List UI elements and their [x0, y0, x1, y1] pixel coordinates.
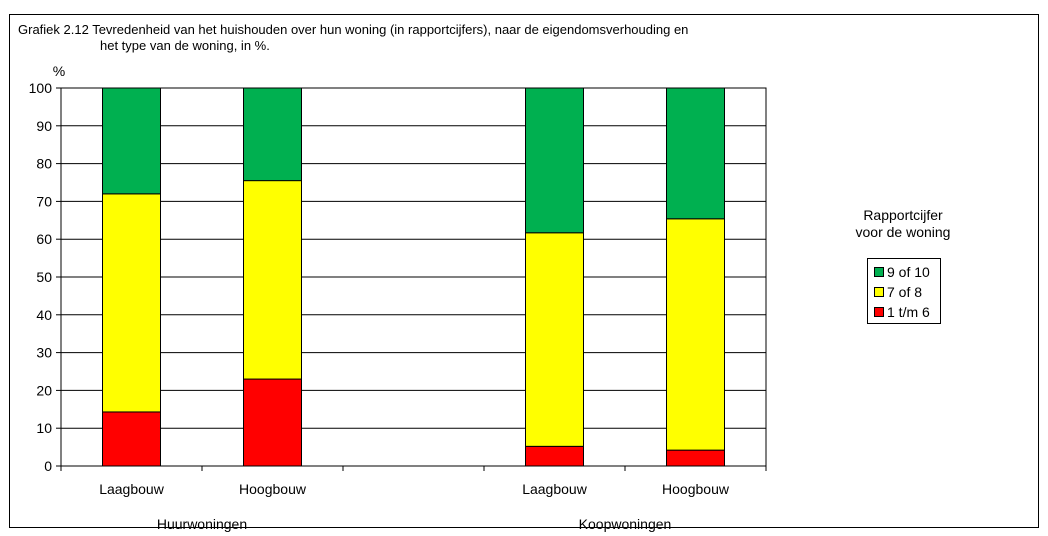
y-tick-label: 50 — [36, 269, 52, 285]
bar-segment — [243, 378, 302, 467]
legend-label: 1 t/m 6 — [887, 304, 930, 320]
legend-item: 1 t/m 6 — [874, 302, 940, 322]
y-tick-label: 10 — [36, 420, 52, 436]
legend-item: 9 of 10 — [874, 262, 940, 282]
x-category-label: Hoogbouw — [662, 481, 730, 497]
plot-area — [60, 87, 767, 467]
legend-swatch — [874, 307, 884, 317]
y-tick-label: 80 — [36, 156, 52, 172]
chart-title: Grafiek 2.12 Tevredenheid van het huisho… — [18, 22, 688, 54]
bar-segment — [243, 180, 302, 380]
legend-title-line1: Rapportcijfer — [863, 207, 943, 223]
y-axis-label: % — [53, 63, 65, 79]
legend-label: 9 of 10 — [887, 264, 930, 280]
y-tick-labels: 0 10 20 30 40 50 60 70 80 90 100 — [29, 80, 53, 474]
x-group-label: Huurwoningen — [157, 516, 247, 532]
grid-lines — [61, 87, 766, 429]
y-tick-label: 100 — [29, 80, 53, 96]
legend-title-line2: voor de woning — [855, 224, 951, 240]
bars — [102, 87, 725, 467]
legend-swatch — [874, 287, 884, 297]
axes — [56, 87, 767, 471]
x-category-labels: Laagbouw Hoogbouw Laagbouw Hoogbouw Huurwoni… — [99, 481, 730, 532]
y-tick-label: 40 — [36, 307, 52, 323]
bar-segment — [102, 411, 161, 467]
legend: 9 of 10 7 of 8 1 t/m 6 — [867, 258, 941, 324]
y-tick-label: 70 — [36, 193, 52, 209]
y-tick-label: 90 — [36, 118, 52, 134]
legend-title: Rapportcijfer voor de woning — [828, 207, 978, 241]
bar-segment — [102, 193, 161, 413]
legend-label: 7 of 8 — [887, 284, 923, 300]
bar-segment — [102, 87, 161, 195]
y-tick-label: 0 — [44, 458, 52, 474]
y-tick-label: 20 — [36, 382, 52, 398]
y-tick-label: 30 — [36, 345, 52, 361]
legend-swatch — [874, 267, 884, 277]
bar-segment — [525, 232, 584, 447]
bar-segment — [525, 87, 584, 234]
x-category-label: Hoogbouw — [239, 481, 307, 497]
chart-title-line2: het type van de woning, in %. — [100, 38, 270, 53]
bar-segment — [666, 449, 725, 467]
chart-title-line1: Grafiek 2.12 Tevredenheid van het huisho… — [18, 22, 689, 37]
x-group-label: Koopwoningen — [579, 516, 672, 532]
x-category-label: Laagbouw — [522, 481, 588, 497]
bar-segment — [666, 87, 725, 220]
bar-segment — [666, 218, 725, 451]
x-category-label: Laagbouw — [99, 481, 165, 497]
bar-segment — [243, 87, 302, 182]
y-tick-label: 60 — [36, 231, 52, 247]
bar-segment — [525, 445, 584, 467]
legend-item: 7 of 8 — [874, 282, 940, 302]
